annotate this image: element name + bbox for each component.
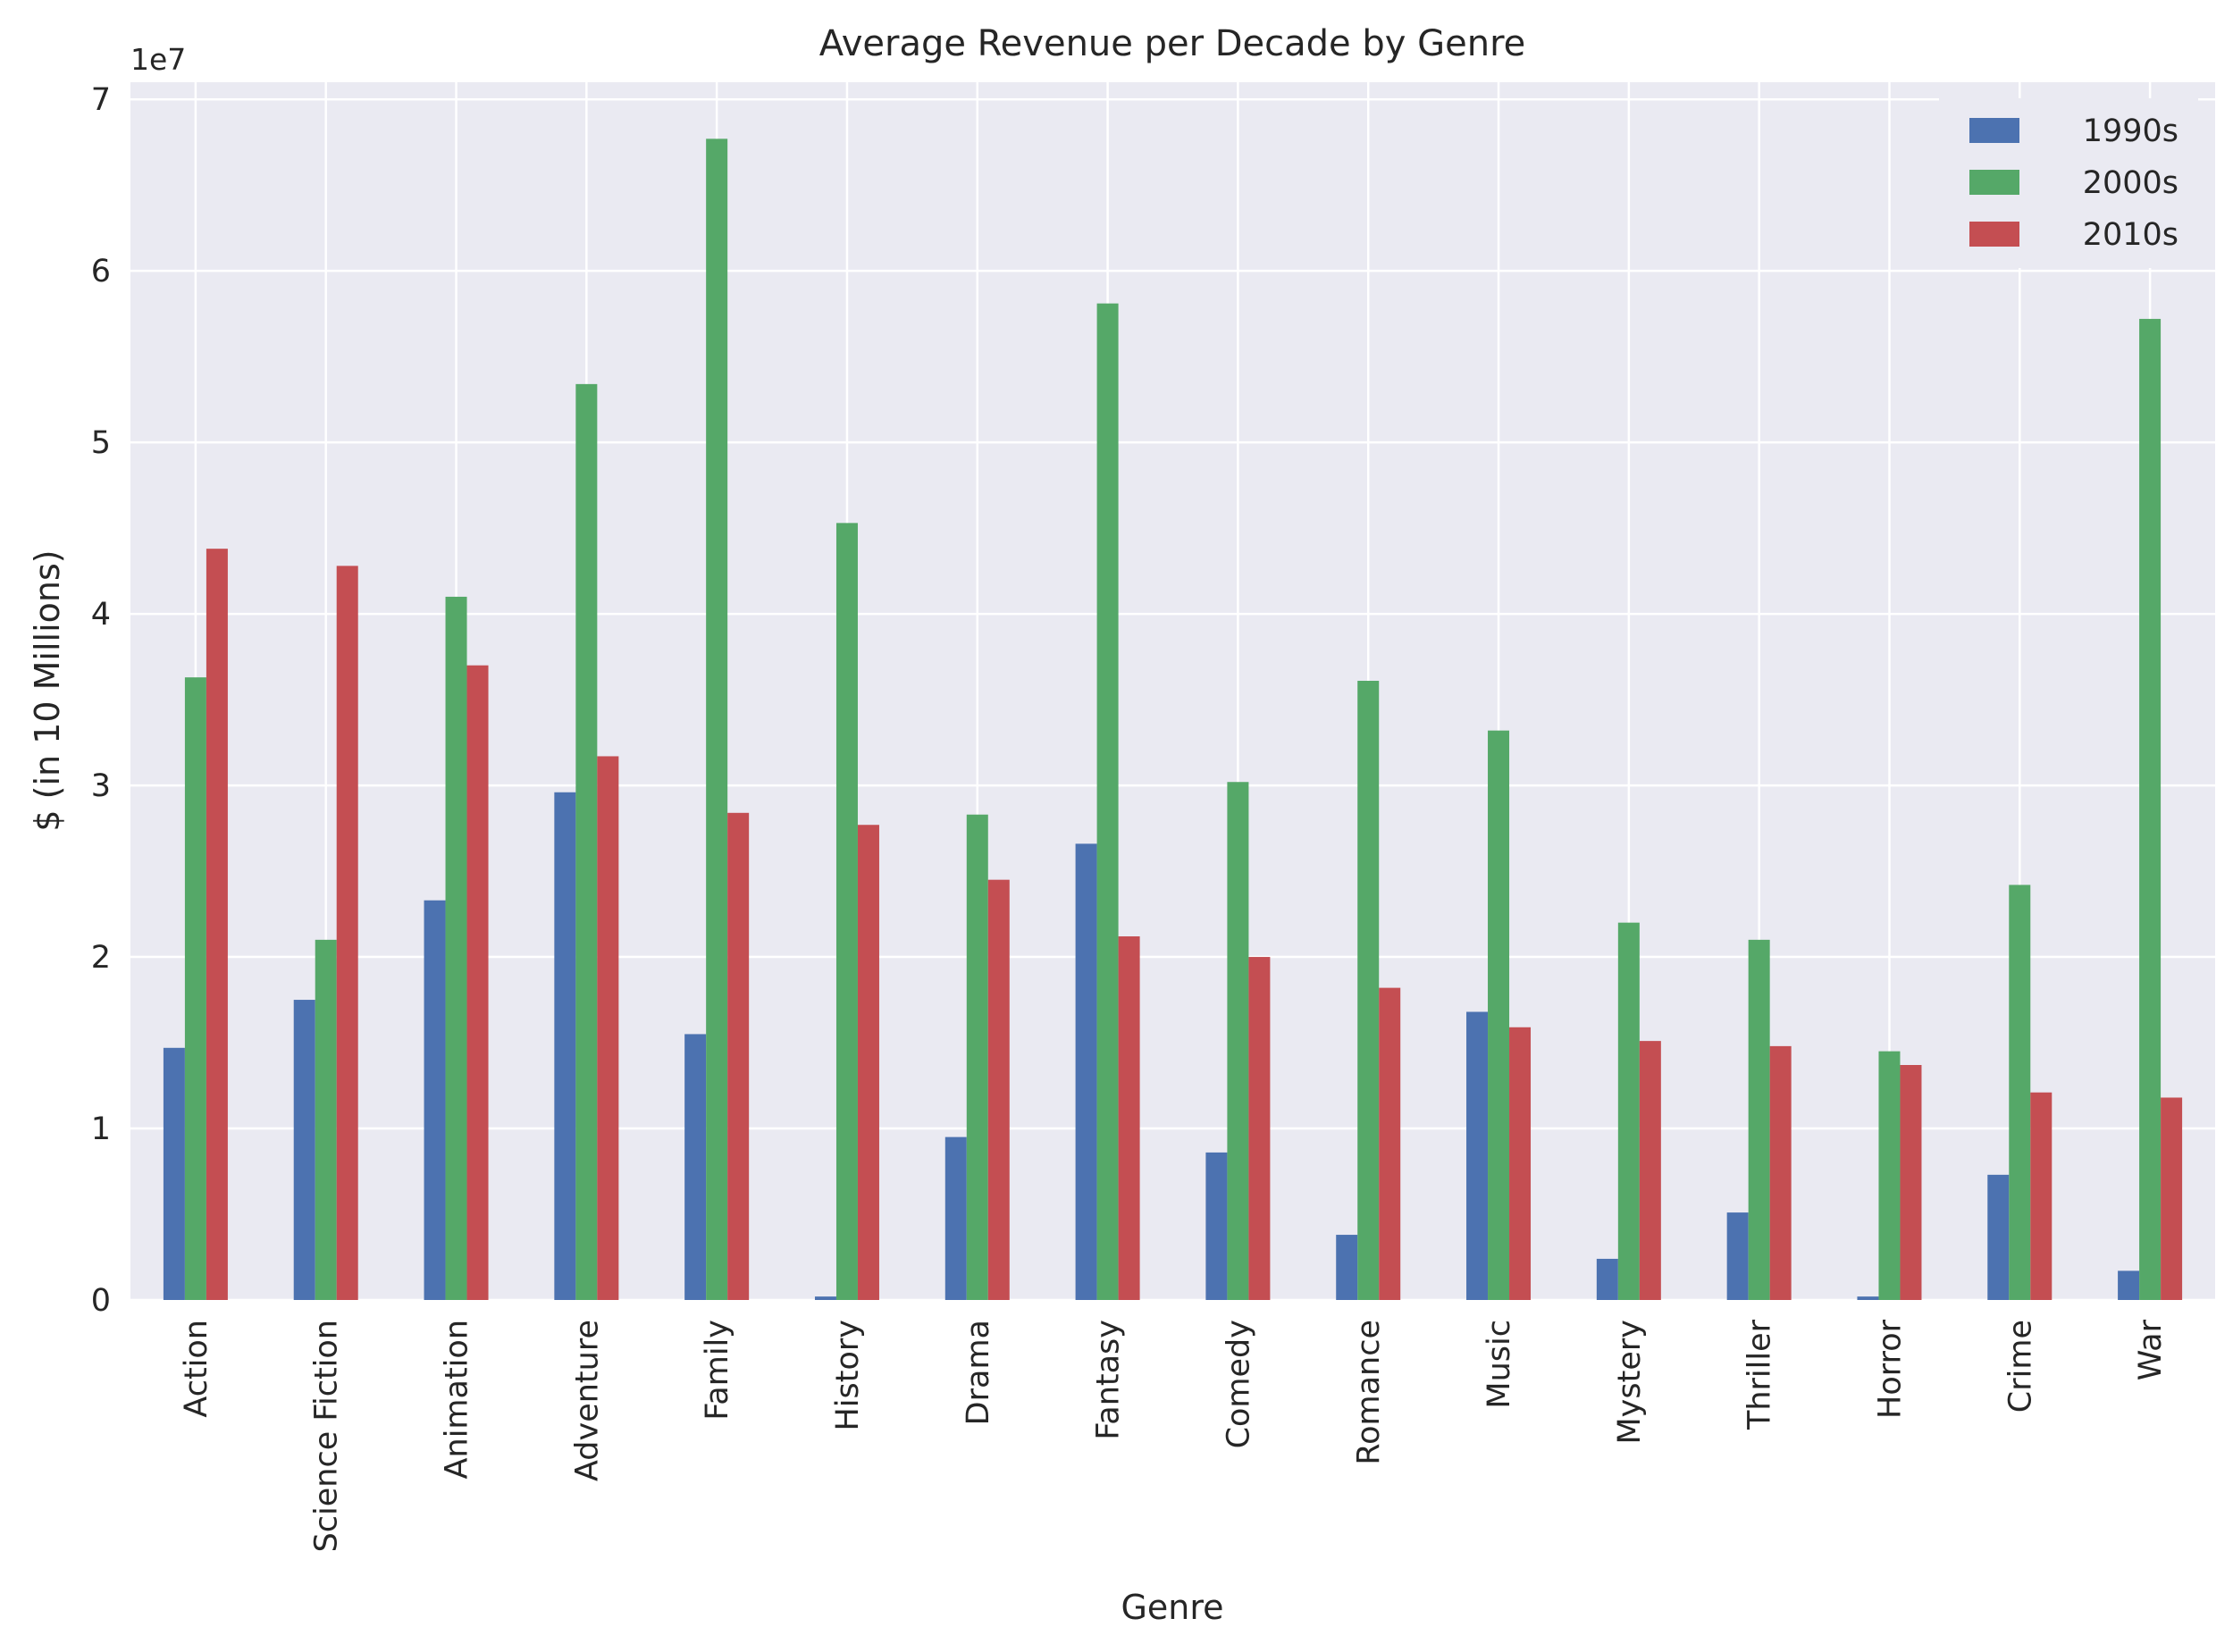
x-tick-label: Animation xyxy=(440,1320,475,1479)
y-axis-label: $ (in 10 Millions) xyxy=(28,549,67,831)
x-axis-ticks: Action Science Fiction Animation Adventure F… xyxy=(179,1319,2169,1552)
x-tick-label: Mystery xyxy=(1612,1320,1648,1445)
bar-2010s-family xyxy=(727,812,750,1300)
x-tick-label: Horror xyxy=(1872,1319,1908,1419)
x-tick-label: Science Fiction xyxy=(309,1320,345,1552)
legend-swatch-2010s xyxy=(1969,222,2019,247)
x-tick-label: History xyxy=(830,1320,866,1431)
x-axis-label: Genre xyxy=(1121,1588,1223,1627)
bar-1990s-adventure xyxy=(554,792,576,1300)
legend-label-2000s: 2000s xyxy=(2083,165,2178,201)
y-tick-label: 3 xyxy=(91,768,111,804)
bar-2000s-romance xyxy=(1357,680,1380,1300)
legend-swatch-1990s xyxy=(1969,118,2019,143)
legend-label-1990s: 1990s xyxy=(2083,113,2178,149)
bar-2000s-horror xyxy=(1878,1051,1901,1300)
x-tick-label: Drama xyxy=(961,1320,996,1425)
bar-2010s-war xyxy=(2161,1097,2183,1300)
bar-1990s-fantasy xyxy=(1075,843,1097,1300)
bar-1990s-music xyxy=(1466,1011,1489,1300)
chart-title: Average Revenue per Decade by Genre xyxy=(819,23,1526,64)
bar-2010s-history xyxy=(857,825,879,1300)
bar-1990s-history xyxy=(814,1296,836,1300)
y-tick-label: 1 xyxy=(91,1111,111,1147)
y-tick-label: 5 xyxy=(91,425,111,461)
bar-2000s-fantasy xyxy=(1096,303,1119,1300)
bar-1990s-animation xyxy=(424,900,446,1300)
bar-1990s-horror xyxy=(1857,1296,1879,1300)
bar-1990s-romance xyxy=(1336,1235,1358,1300)
y-tick-label: 4 xyxy=(91,597,111,633)
x-tick-label: Romance xyxy=(1351,1320,1387,1465)
bar-2000s-family xyxy=(706,138,728,1300)
bar-1990s-action xyxy=(163,1047,185,1300)
bar-2000s-action xyxy=(184,677,206,1300)
y-axis-offset-label: 1e7 xyxy=(130,42,186,77)
bar-2000s-comedy xyxy=(1227,782,1249,1300)
x-tick-label: Fantasy xyxy=(1091,1320,1127,1440)
bar-2010s-science-fiction xyxy=(336,566,358,1300)
y-tick-label: 2 xyxy=(91,940,111,976)
x-tick-label: Music xyxy=(1482,1320,1517,1409)
y-axis-ticks: 0 1 2 3 4 5 6 7 xyxy=(91,82,111,1319)
bar-2000s-mystery xyxy=(1617,922,1640,1300)
x-tick-label: Action xyxy=(179,1320,214,1418)
bar-1990s-comedy xyxy=(1205,1152,1228,1300)
bar-2010s-mystery xyxy=(1639,1041,1661,1300)
bar-2010s-music xyxy=(1509,1027,1532,1300)
bar-2000s-adventure xyxy=(575,383,598,1301)
bar-2010s-horror xyxy=(1900,1064,1922,1300)
bar-2010s-thriller xyxy=(1769,1045,1792,1300)
bar-1990s-science-fiction xyxy=(293,1000,315,1300)
bar-1990s-family xyxy=(684,1034,707,1300)
bar-1990s-drama xyxy=(944,1136,967,1300)
bar-1990s-mystery xyxy=(1596,1258,1618,1300)
bar-2000s-crime xyxy=(2009,885,2031,1300)
bar-2010s-drama xyxy=(987,879,1010,1300)
bar-2010s-crime xyxy=(2030,1092,2053,1300)
bar-1990s-war xyxy=(2118,1270,2140,1300)
bar-2000s-history xyxy=(835,523,858,1300)
bar-2010s-fantasy xyxy=(1118,936,1140,1300)
x-tick-label: Adventure xyxy=(569,1320,605,1481)
x-tick-label: Thriller xyxy=(1742,1319,1778,1430)
bar-2010s-comedy xyxy=(1248,957,1271,1300)
bar-2000s-war xyxy=(2139,318,2162,1300)
bar-2010s-romance xyxy=(1379,987,1401,1300)
bar-1990s-crime xyxy=(1987,1174,2010,1300)
bar-1990s-thriller xyxy=(1726,1212,1749,1300)
legend-swatch-2000s xyxy=(1969,170,2019,195)
x-tick-label: Crime xyxy=(2002,1320,2038,1413)
bar-2010s-adventure xyxy=(597,756,619,1300)
bar-2000s-animation xyxy=(445,596,467,1300)
y-tick-label: 7 xyxy=(91,82,111,118)
x-tick-label: War xyxy=(2133,1319,2169,1380)
bar-2000s-music xyxy=(1488,730,1510,1300)
x-tick-label: Family xyxy=(700,1320,735,1421)
bar-2010s-animation xyxy=(466,665,489,1300)
bar-2000s-science-fiction xyxy=(315,939,337,1300)
y-tick-label: 6 xyxy=(91,254,111,289)
bar-2000s-thriller xyxy=(1748,939,1770,1300)
bar-2000s-drama xyxy=(966,814,988,1300)
legend-label-2010s: 2010s xyxy=(2083,217,2178,253)
y-tick-label: 0 xyxy=(91,1283,111,1319)
bars xyxy=(163,138,2183,1301)
bar-2010s-action xyxy=(206,549,228,1300)
x-tick-label: Comedy xyxy=(1221,1320,1256,1448)
legend: 1990s 2000s 2010s xyxy=(1939,98,2198,268)
